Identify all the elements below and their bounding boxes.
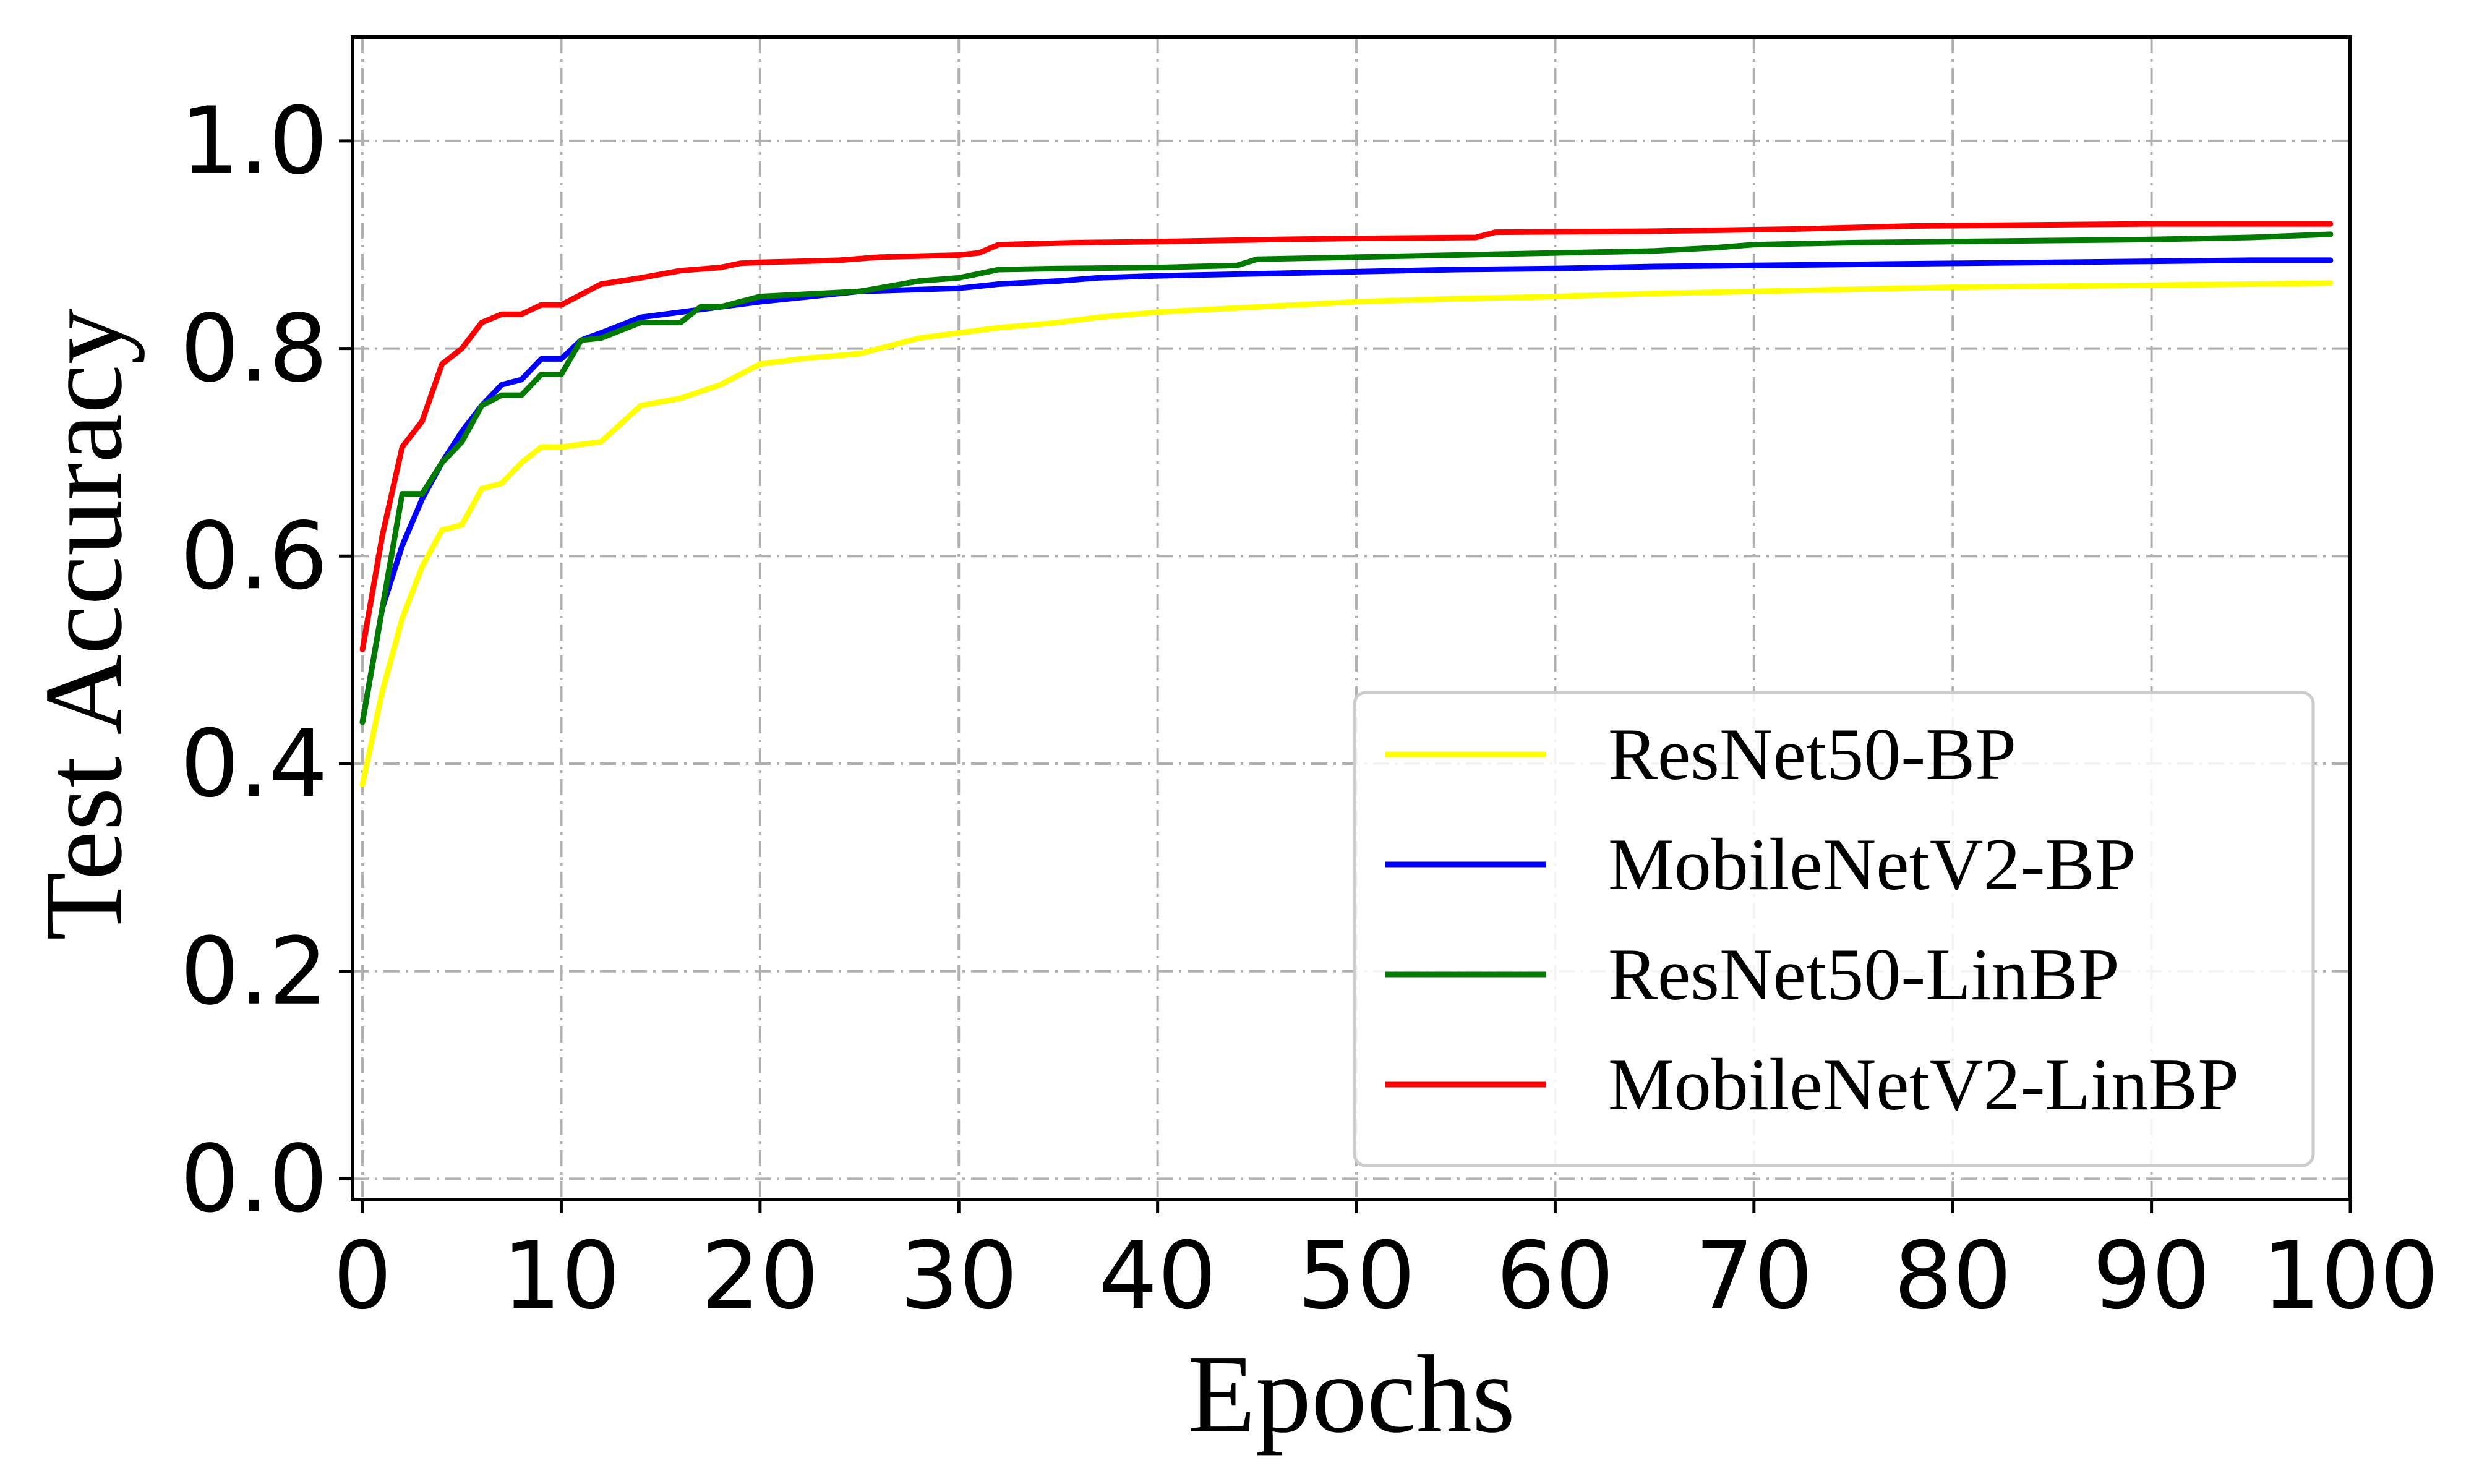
series-line-resnet50-bp [359,280,2334,788]
legend-label: MobileNetV2-BP [1608,823,2136,905]
x-axis-title: Epochs [1188,1333,1515,1456]
y-tick-label: 0.8 [180,296,328,403]
legend: ResNet50-BP MobileNetV2-BP ResNet50-LinBP M… [1353,691,2315,1167]
x-tick-label: 40 [1098,1222,1217,1330]
series-lines [359,221,2334,788]
x-tick-label: 90 [2092,1222,2211,1330]
x-tick-label: 30 [900,1222,1018,1330]
y-tick-label: 0.6 [180,503,328,610]
plot-frame [351,35,2352,1201]
y-tick-label: 0.4 [180,710,328,818]
x-axis: 0 10 20 30 40 50 60 70 80 90 100 [333,1200,2439,1330]
y-axis-title: Test Accuracy [22,309,145,940]
legend-label: MobileNetV2-LinBP [1608,1043,2239,1125]
series-line-resnet50-linbp [359,231,2334,725]
x-tick-label: 0 [333,1222,392,1330]
x-tick-label: 100 [2262,1222,2439,1330]
x-tick-label: 70 [1695,1222,1813,1330]
y-tick-label: 1.0 [180,88,328,195]
legend-label: ResNet50-BP [1608,713,2016,795]
legend-box [1353,691,2315,1167]
series-line-mobilenetv2-linbp [359,221,2334,652]
x-tick-label: 80 [1894,1222,2012,1330]
y-tick-label: 0.2 [180,918,328,1026]
y-tick-label: 0.0 [180,1125,328,1233]
y-axis: 0.0 0.2 0.4 0.6 0.8 1.0 [180,88,353,1233]
x-tick-label: 20 [701,1222,819,1330]
series-line-mobilenetv2-bp [359,257,2334,725]
x-tick-label: 60 [1496,1222,1614,1330]
legend-label: ResNet50-LinBP [1608,933,2120,1015]
x-tick-label: 10 [502,1222,620,1330]
x-tick-label: 50 [1298,1222,1416,1330]
